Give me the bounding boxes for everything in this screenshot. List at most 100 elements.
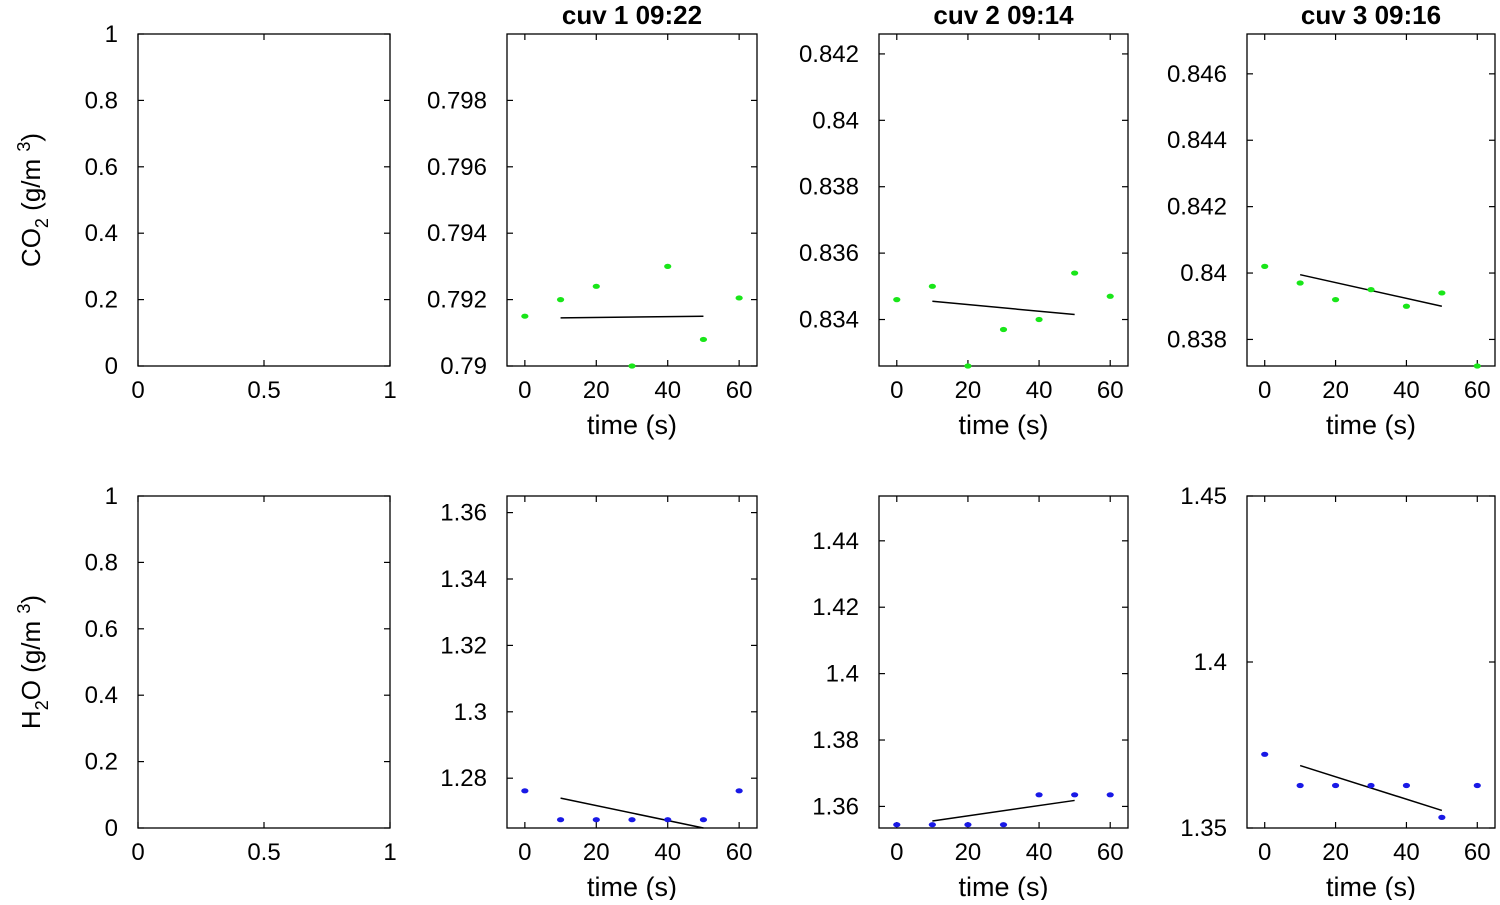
y-tick-label: 0.8 — [85, 87, 118, 114]
data-point — [1035, 316, 1043, 323]
data-layer — [1261, 751, 1481, 820]
panel-co2-cuv3: 0 20 40 60 0.838 0.84 0.842 0.844 0.846 cuv 3 09:… — [1167, 0, 1496, 440]
y-tick-label: 1 — [105, 21, 118, 48]
axes-frame — [1246, 33, 1496, 367]
data-point — [664, 263, 672, 269]
y-tick-label: 0.842 — [1167, 194, 1227, 221]
y-tick-label: 0.2 — [85, 749, 118, 776]
y-tick-label: 1.4 — [826, 661, 859, 688]
data-point — [735, 788, 743, 794]
y-tick-label: 0.796 — [427, 154, 487, 181]
x-tick-label: 60 — [726, 377, 753, 404]
x-tick-label: 20 — [955, 377, 982, 404]
data-point — [735, 295, 743, 301]
y-tick-label: 1.32 — [440, 632, 487, 659]
y-axis-label-part: ) — [16, 595, 46, 604]
panel-h2o-cuv1: 0 20 40 60 1.28 1.3 1.32 1.34 1.36 time (s) — [440, 495, 758, 902]
y-axis-label-part: 2 — [32, 700, 52, 710]
panel-co2-cuv1: 0 20 40 60 0.79 0.792 0.794 0.796 0.798 cuv 1 09:… — [427, 0, 758, 440]
x-tick-label: 60 — [726, 839, 753, 866]
panel-co2-empty: 0 0.5 1 0 0.2 0.4 0.6 0.8 1 CO2 (g/m 3) — [14, 21, 397, 404]
x-tick-label: 60 — [1464, 839, 1491, 866]
data-point — [999, 326, 1008, 333]
data-point — [628, 817, 636, 823]
y-axis-label-part: H — [16, 710, 46, 729]
axes-frame — [137, 33, 391, 367]
y-tick-label: 1.34 — [440, 566, 487, 593]
x-axis-label: time (s) — [1326, 410, 1416, 440]
y-tick-label: 0.4 — [85, 682, 118, 709]
data-point — [1071, 792, 1079, 798]
data-point — [628, 363, 636, 369]
x-tick-label: 40 — [654, 377, 681, 404]
x-tick-label: 0 — [1258, 839, 1271, 866]
x-axis-label: time (s) — [1326, 872, 1416, 900]
data-point — [1402, 303, 1411, 309]
y-axis-label-part: (g/m — [16, 152, 46, 218]
y-tick-label: 0.842 — [799, 41, 859, 68]
panel-title: cuv 1 09:22 — [562, 0, 702, 30]
y-tick-label: 1.36 — [440, 500, 487, 527]
y-tick-label: 0.836 — [799, 240, 859, 267]
y-tick-label: 0.834 — [799, 307, 859, 334]
y-tick-label: 0.838 — [799, 174, 859, 201]
y-tick-label: 0 — [105, 815, 118, 842]
data-point — [699, 336, 708, 343]
x-tick-label: 40 — [1026, 839, 1053, 866]
x-tick-label: 20 — [583, 839, 610, 866]
data-point — [1296, 782, 1304, 789]
x-tick-label: 40 — [1393, 377, 1420, 404]
y-tick-label: 0.798 — [427, 87, 487, 114]
y-tick-label: 0.8 — [85, 549, 118, 576]
x-tick-label: 40 — [1393, 839, 1420, 866]
panel-title: cuv 3 09:16 — [1301, 0, 1441, 30]
data-point — [592, 817, 600, 823]
fit-line — [560, 315, 704, 319]
fit-line — [932, 799, 1075, 822]
data-point — [521, 788, 529, 794]
x-tick-label: 60 — [1097, 839, 1124, 866]
y-tick-label: 0.844 — [1167, 127, 1227, 154]
x-tick-label: 40 — [1026, 377, 1053, 404]
data-point — [1473, 363, 1481, 369]
y-tick-label: 1.3 — [454, 699, 487, 726]
y-axis-label-part: O (g/m — [16, 614, 46, 701]
x-tick-label: 60 — [1097, 377, 1124, 404]
x-axis-label: time (s) — [587, 410, 677, 440]
data-point — [1261, 751, 1269, 757]
data-point — [964, 363, 972, 369]
data-point — [556, 297, 565, 303]
y-tick-label: 0.838 — [1167, 326, 1227, 353]
data-point — [1331, 782, 1340, 789]
y-tick-label: 1.44 — [812, 528, 859, 555]
data-point — [1402, 782, 1411, 789]
data-layer — [521, 788, 743, 829]
x-axis-label: time (s) — [959, 410, 1049, 440]
y-tick-label: 1.42 — [812, 594, 859, 621]
axes-frame — [878, 495, 1129, 829]
y-tick-label: 1.4 — [1194, 649, 1227, 676]
x-tick-label: 20 — [955, 839, 982, 866]
data-layer — [521, 263, 743, 369]
data-point — [1367, 782, 1375, 789]
y-tick-label: 1.36 — [812, 793, 859, 820]
y-tick-label: 1.35 — [1180, 815, 1227, 842]
x-tick-label: 0 — [890, 377, 903, 404]
x-tick-label: 0 — [518, 377, 531, 404]
data-layer — [893, 792, 1114, 828]
data-point — [1473, 782, 1481, 789]
data-point — [1367, 287, 1375, 293]
y-tick-label: 0.79 — [440, 353, 487, 380]
data-point — [964, 822, 972, 828]
y-tick-label: 1 — [105, 483, 118, 510]
data-point — [928, 283, 936, 289]
x-axis-label: time (s) — [959, 872, 1049, 900]
x-tick-label: 0 — [518, 839, 531, 866]
y-tick-label: 0.84 — [812, 107, 859, 134]
y-tick-label: 1.45 — [1180, 483, 1227, 510]
x-tick-label: 1 — [383, 839, 396, 866]
x-axis-label: time (s) — [587, 872, 677, 900]
data-point — [556, 817, 565, 823]
y-tick-label: 0.4 — [85, 220, 118, 247]
